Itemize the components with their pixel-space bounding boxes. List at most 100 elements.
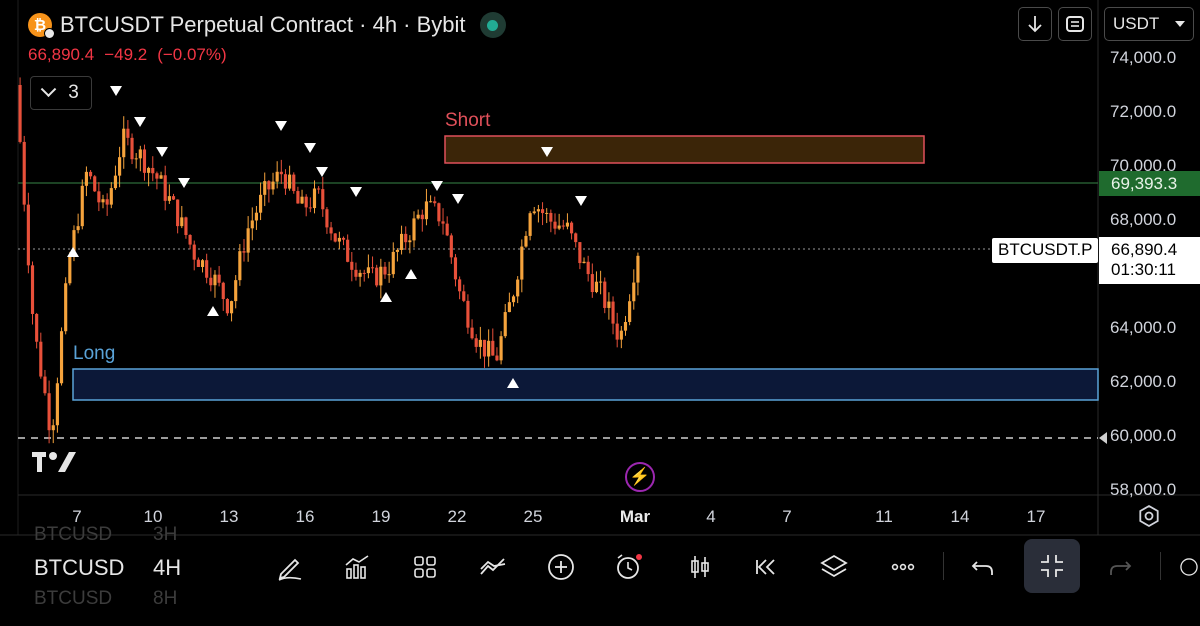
draw-tool-button[interactable]	[272, 549, 308, 585]
undo-button[interactable]	[965, 549, 1001, 585]
market-status-icon[interactable]	[479, 12, 506, 38]
candle-body	[292, 174, 296, 192]
candle-body	[462, 291, 466, 301]
swing-high-marker	[110, 86, 122, 96]
tree-icon	[1180, 558, 1198, 576]
swing-high-marker	[575, 196, 587, 206]
candle-body	[134, 158, 138, 160]
swing-high-marker	[134, 117, 146, 127]
price-tick: 62,000.0	[1110, 372, 1177, 391]
price-tick: 60,000.0	[1110, 426, 1177, 445]
price-change: −49.2	[104, 45, 148, 64]
candle-body	[424, 201, 429, 220]
candle-body	[221, 282, 225, 300]
plus-circle-icon	[548, 554, 574, 580]
candle-body	[429, 201, 433, 203]
candle-body	[358, 272, 362, 277]
candle-body	[503, 312, 507, 337]
candle-body	[192, 244, 196, 260]
download-button[interactable]	[1018, 7, 1052, 41]
indicators-button[interactable]	[339, 549, 375, 585]
symbol-picker[interactable]: BTCUSD	[34, 555, 125, 580]
candle-body	[524, 235, 528, 247]
chart-title[interactable]: BTCUSDT Perpetual Contract · 4h · Bybit	[60, 12, 466, 37]
symbol-tag: BTCUSDT.P	[992, 238, 1099, 263]
candle-body	[122, 128, 126, 158]
candle-body	[570, 222, 574, 234]
objects-tree-button[interactable]	[816, 549, 852, 585]
candle-body	[84, 171, 88, 186]
timeframe-picker-prev[interactable]: 3H	[153, 524, 178, 545]
candle-body	[487, 340, 491, 357]
candle-body	[354, 269, 358, 277]
fullscreen-icon	[1066, 16, 1084, 32]
swing-high-marker	[156, 147, 168, 157]
candle-body	[126, 128, 130, 138]
candle-body	[433, 201, 437, 204]
candle-body	[288, 174, 292, 189]
swing-high-marker	[275, 121, 287, 131]
candle-body	[271, 181, 275, 190]
swing-high-marker	[350, 187, 362, 197]
candle-body	[267, 181, 271, 190]
candle-body	[118, 157, 122, 176]
candle-body	[304, 196, 308, 208]
add-button[interactable]	[543, 549, 579, 585]
fullscreen-button[interactable]	[1058, 7, 1092, 41]
time-tick: 11	[875, 507, 893, 526]
timeframe-picker[interactable]: 4H	[153, 555, 182, 580]
swing-high-marker	[431, 181, 443, 191]
chart-header: ₿ BTCUSDT Perpetual Contract · 4h · Bybi…	[28, 10, 506, 40]
candle-body	[329, 227, 333, 234]
swing-markers	[58, 86, 587, 388]
last-price-value: 66,890.4	[1111, 240, 1178, 259]
swing-high-marker	[304, 143, 316, 153]
lightning-icon[interactable]: ⚡	[625, 462, 655, 492]
candle-body	[88, 171, 93, 177]
layouts-button[interactable]	[407, 549, 443, 585]
price-tick: 70,000.0	[1110, 156, 1177, 175]
candle-body	[615, 323, 619, 340]
swing-high-marker	[316, 167, 328, 177]
chart-type-button[interactable]	[682, 549, 718, 585]
candle-body	[387, 274, 391, 276]
last-price: 66,890.4	[28, 45, 95, 64]
more-button[interactable]	[885, 549, 921, 585]
compare-button[interactable]	[475, 549, 511, 585]
candle-body	[619, 330, 623, 340]
candle-body	[520, 246, 524, 280]
alerts-button[interactable]	[611, 549, 647, 585]
candle-body	[250, 220, 254, 229]
candle-body	[511, 296, 516, 303]
time-tick: 16	[295, 507, 315, 526]
redo-button[interactable]	[1102, 549, 1138, 585]
alarm-clock-icon	[617, 554, 642, 579]
price-tick: 72,000.0	[1110, 102, 1177, 121]
candle-body	[445, 223, 449, 236]
candle-body	[263, 181, 267, 195]
candle-body	[466, 300, 470, 328]
candle-body	[611, 301, 615, 324]
candle-body	[200, 260, 205, 267]
currency-select[interactable]: USDT	[1104, 7, 1194, 41]
candle-body	[325, 209, 329, 228]
candle-body	[238, 251, 242, 281]
candle-body	[412, 218, 416, 241]
candle-body	[441, 221, 445, 224]
symbol-picker-next[interactable]: BTCUSD	[34, 588, 113, 609]
candle-body	[308, 207, 312, 209]
candle-body	[491, 340, 495, 356]
candle-body	[151, 167, 155, 174]
candle-body	[549, 212, 553, 222]
replay-button[interactable]	[748, 549, 784, 585]
candle-body	[80, 185, 84, 227]
candle-body	[495, 355, 499, 361]
candle-body	[470, 327, 474, 339]
candle-body	[590, 274, 594, 293]
exit-fullscreen-button[interactable]	[1024, 539, 1080, 593]
symbol-picker-prev[interactable]: BTCUSD	[34, 524, 113, 545]
object-tree-cut-button[interactable]	[1178, 549, 1200, 585]
indicators-toggle-button[interactable]: 3	[30, 76, 92, 110]
timeframe-picker-next[interactable]: 8H	[153, 588, 178, 609]
